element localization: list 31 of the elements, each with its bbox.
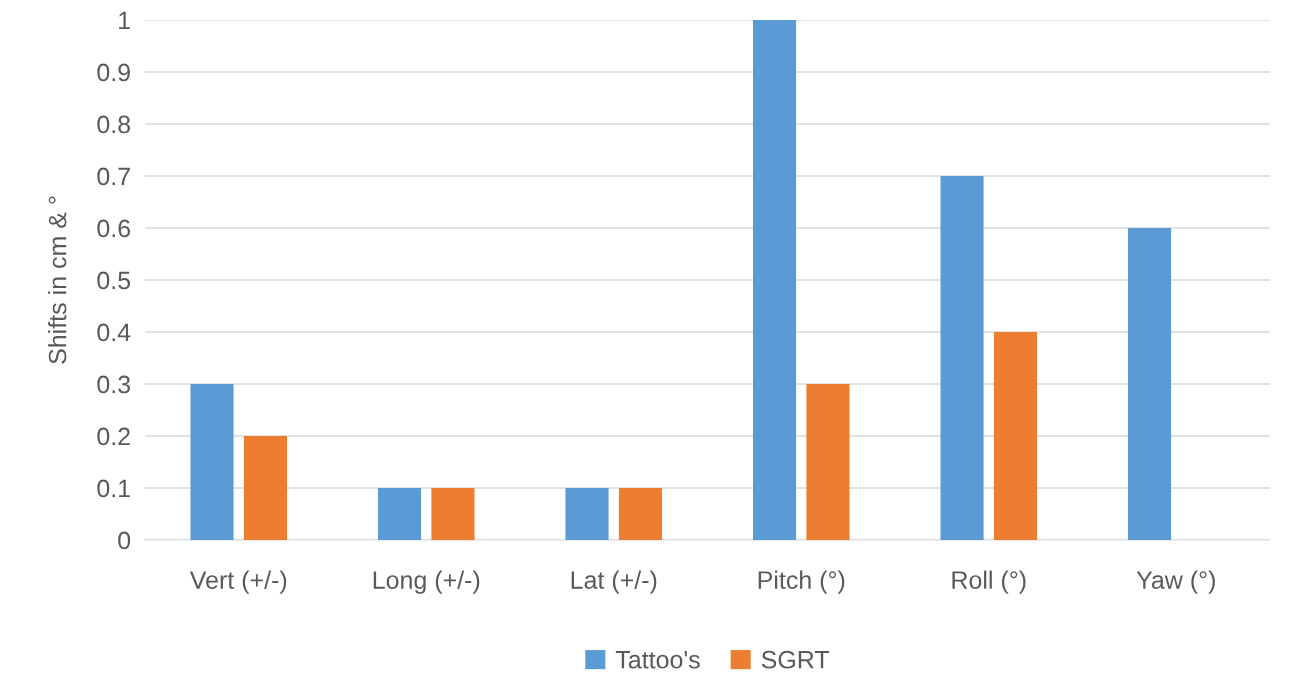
y-tick-label: 0.3 (97, 375, 131, 394)
y-tick-label: 0.1 (97, 479, 130, 498)
x-tick-label: Vert (+/-) (189, 570, 287, 594)
bar (243, 436, 288, 540)
x-tick-label: Pitch (°) (758, 570, 845, 594)
bar (431, 488, 475, 540)
bar (940, 176, 984, 540)
bar (993, 332, 1038, 540)
y-tick-label: 0.6 (97, 219, 131, 238)
x-tick-label: Lat (+/-) (571, 570, 657, 594)
y-tick-label: 1 (119, 11, 130, 30)
bar (377, 488, 422, 540)
y-tick-label: 0.4 (97, 323, 131, 342)
bar (752, 20, 797, 540)
legend-label: SGRT (761, 650, 830, 669)
y-axis-title: Shifts in cm & ° (48, 196, 67, 364)
y-tick-label: 0.2 (97, 427, 130, 446)
y-tick-label: 0.7 (97, 167, 130, 186)
bar (806, 384, 850, 540)
x-tick-label: Yaw (°) (1136, 570, 1215, 594)
legend-label: Tattoo's (615, 651, 700, 669)
bar (190, 384, 234, 540)
bar (1127, 228, 1172, 540)
x-tick-label: Long (+/-) (373, 570, 480, 594)
y-tick-label: 0.9 (97, 63, 130, 82)
bar (565, 488, 609, 540)
x-tick-label: Roll (°) (952, 570, 1026, 594)
y-tick-label: 0 (118, 531, 131, 550)
y-tick-label: 0.5 (97, 271, 131, 290)
y-tick-label: 0.8 (97, 115, 131, 134)
bar (618, 488, 663, 540)
